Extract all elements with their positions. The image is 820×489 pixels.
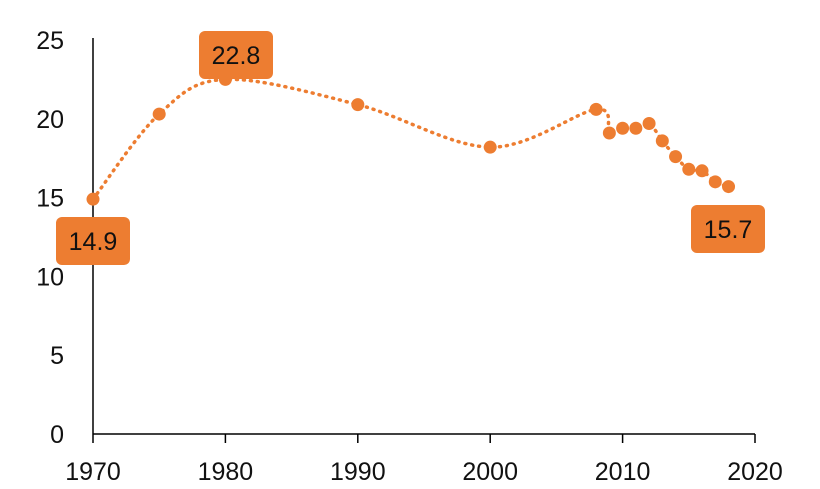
data-labels-layer: 14.9 22.8 15.7 (56, 31, 765, 265)
data-point (708, 175, 722, 189)
data-label-box (199, 31, 273, 79)
data-label: 14.9 (56, 217, 130, 265)
data-point (669, 150, 683, 164)
y-tick-label: 25 (36, 27, 64, 55)
data-label-text: 15.7 (704, 216, 753, 244)
data-point (152, 107, 166, 121)
series-layer (86, 72, 736, 206)
data-label-text: 14.9 (69, 228, 118, 256)
data-point (655, 134, 669, 148)
axes: 0 5 10 15 20 25 1970 1980 1990 2000 2010 2020 (36, 27, 783, 486)
data-label-text: 22.8 (212, 42, 261, 70)
data-point (642, 117, 656, 131)
x-tick-label: 1990 (330, 458, 386, 486)
data-point (483, 140, 497, 154)
data-point (722, 180, 736, 194)
data-point (86, 192, 100, 206)
data-label-box (56, 217, 130, 265)
data-point (589, 102, 603, 116)
series-line (91, 77, 731, 201)
y-tick-label: 20 (36, 106, 64, 134)
data-point (602, 126, 616, 140)
x-tick-label: 1970 (65, 458, 121, 486)
data-point (695, 164, 709, 178)
data-label: 15.7 (691, 205, 765, 253)
y-tick-label: 5 (50, 342, 64, 370)
x-tick-label: 2010 (595, 458, 651, 486)
data-point (629, 121, 643, 135)
y-tick-label: 10 (36, 263, 64, 291)
x-tick-label: 1980 (198, 458, 254, 486)
data-point (616, 121, 630, 135)
x-tick-label: 2000 (462, 458, 518, 486)
data-label: 22.8 (199, 31, 273, 79)
data-point (351, 98, 365, 112)
data-point (682, 162, 696, 176)
y-tick-label: 15 (36, 185, 64, 213)
data-label-box (691, 205, 765, 253)
x-tick-label: 2020 (727, 458, 783, 486)
y-tick-label: 0 (50, 421, 64, 449)
